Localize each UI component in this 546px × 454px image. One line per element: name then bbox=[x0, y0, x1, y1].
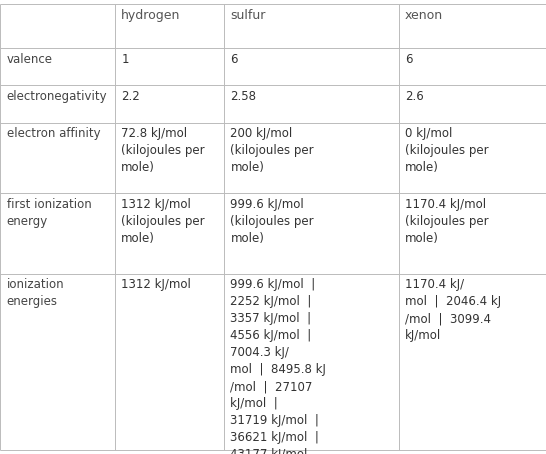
Text: 1170.4 kJ/mol
(kilojoules per
mole): 1170.4 kJ/mol (kilojoules per mole) bbox=[405, 198, 489, 245]
Text: 2.58: 2.58 bbox=[230, 90, 257, 103]
Text: 6: 6 bbox=[405, 53, 413, 66]
Text: 2.6: 2.6 bbox=[405, 90, 424, 103]
Text: sulfur: sulfur bbox=[230, 9, 266, 21]
Text: 2.2: 2.2 bbox=[121, 90, 140, 103]
Text: ionization
energies: ionization energies bbox=[7, 278, 64, 308]
Text: valence: valence bbox=[7, 53, 52, 66]
Text: 0 kJ/mol
(kilojoules per
mole): 0 kJ/mol (kilojoules per mole) bbox=[405, 127, 489, 174]
Text: 999.6 kJ/mol  |
2252 kJ/mol  |
3357 kJ/mol  |
4556 kJ/mol  |
7004.3 kJ/
mol  |  : 999.6 kJ/mol | 2252 kJ/mol | 3357 kJ/mol… bbox=[230, 278, 327, 454]
Text: 1170.4 kJ/
mol  |  2046.4 kJ
/mol  |  3099.4
kJ/mol: 1170.4 kJ/ mol | 2046.4 kJ /mol | 3099.4… bbox=[405, 278, 501, 342]
Text: electron affinity: electron affinity bbox=[7, 127, 100, 140]
Text: first ionization
energy: first ionization energy bbox=[7, 198, 91, 228]
Text: 6: 6 bbox=[230, 53, 238, 66]
Text: 1312 kJ/mol
(kilojoules per
mole): 1312 kJ/mol (kilojoules per mole) bbox=[121, 198, 205, 245]
Text: 1: 1 bbox=[121, 53, 129, 66]
Text: 999.6 kJ/mol
(kilojoules per
mole): 999.6 kJ/mol (kilojoules per mole) bbox=[230, 198, 314, 245]
Text: 200 kJ/mol
(kilojoules per
mole): 200 kJ/mol (kilojoules per mole) bbox=[230, 127, 314, 174]
Text: 72.8 kJ/mol
(kilojoules per
mole): 72.8 kJ/mol (kilojoules per mole) bbox=[121, 127, 205, 174]
Text: hydrogen: hydrogen bbox=[121, 9, 181, 21]
Text: electronegativity: electronegativity bbox=[7, 90, 107, 103]
Text: xenon: xenon bbox=[405, 9, 443, 21]
Text: 1312 kJ/mol: 1312 kJ/mol bbox=[121, 278, 191, 291]
